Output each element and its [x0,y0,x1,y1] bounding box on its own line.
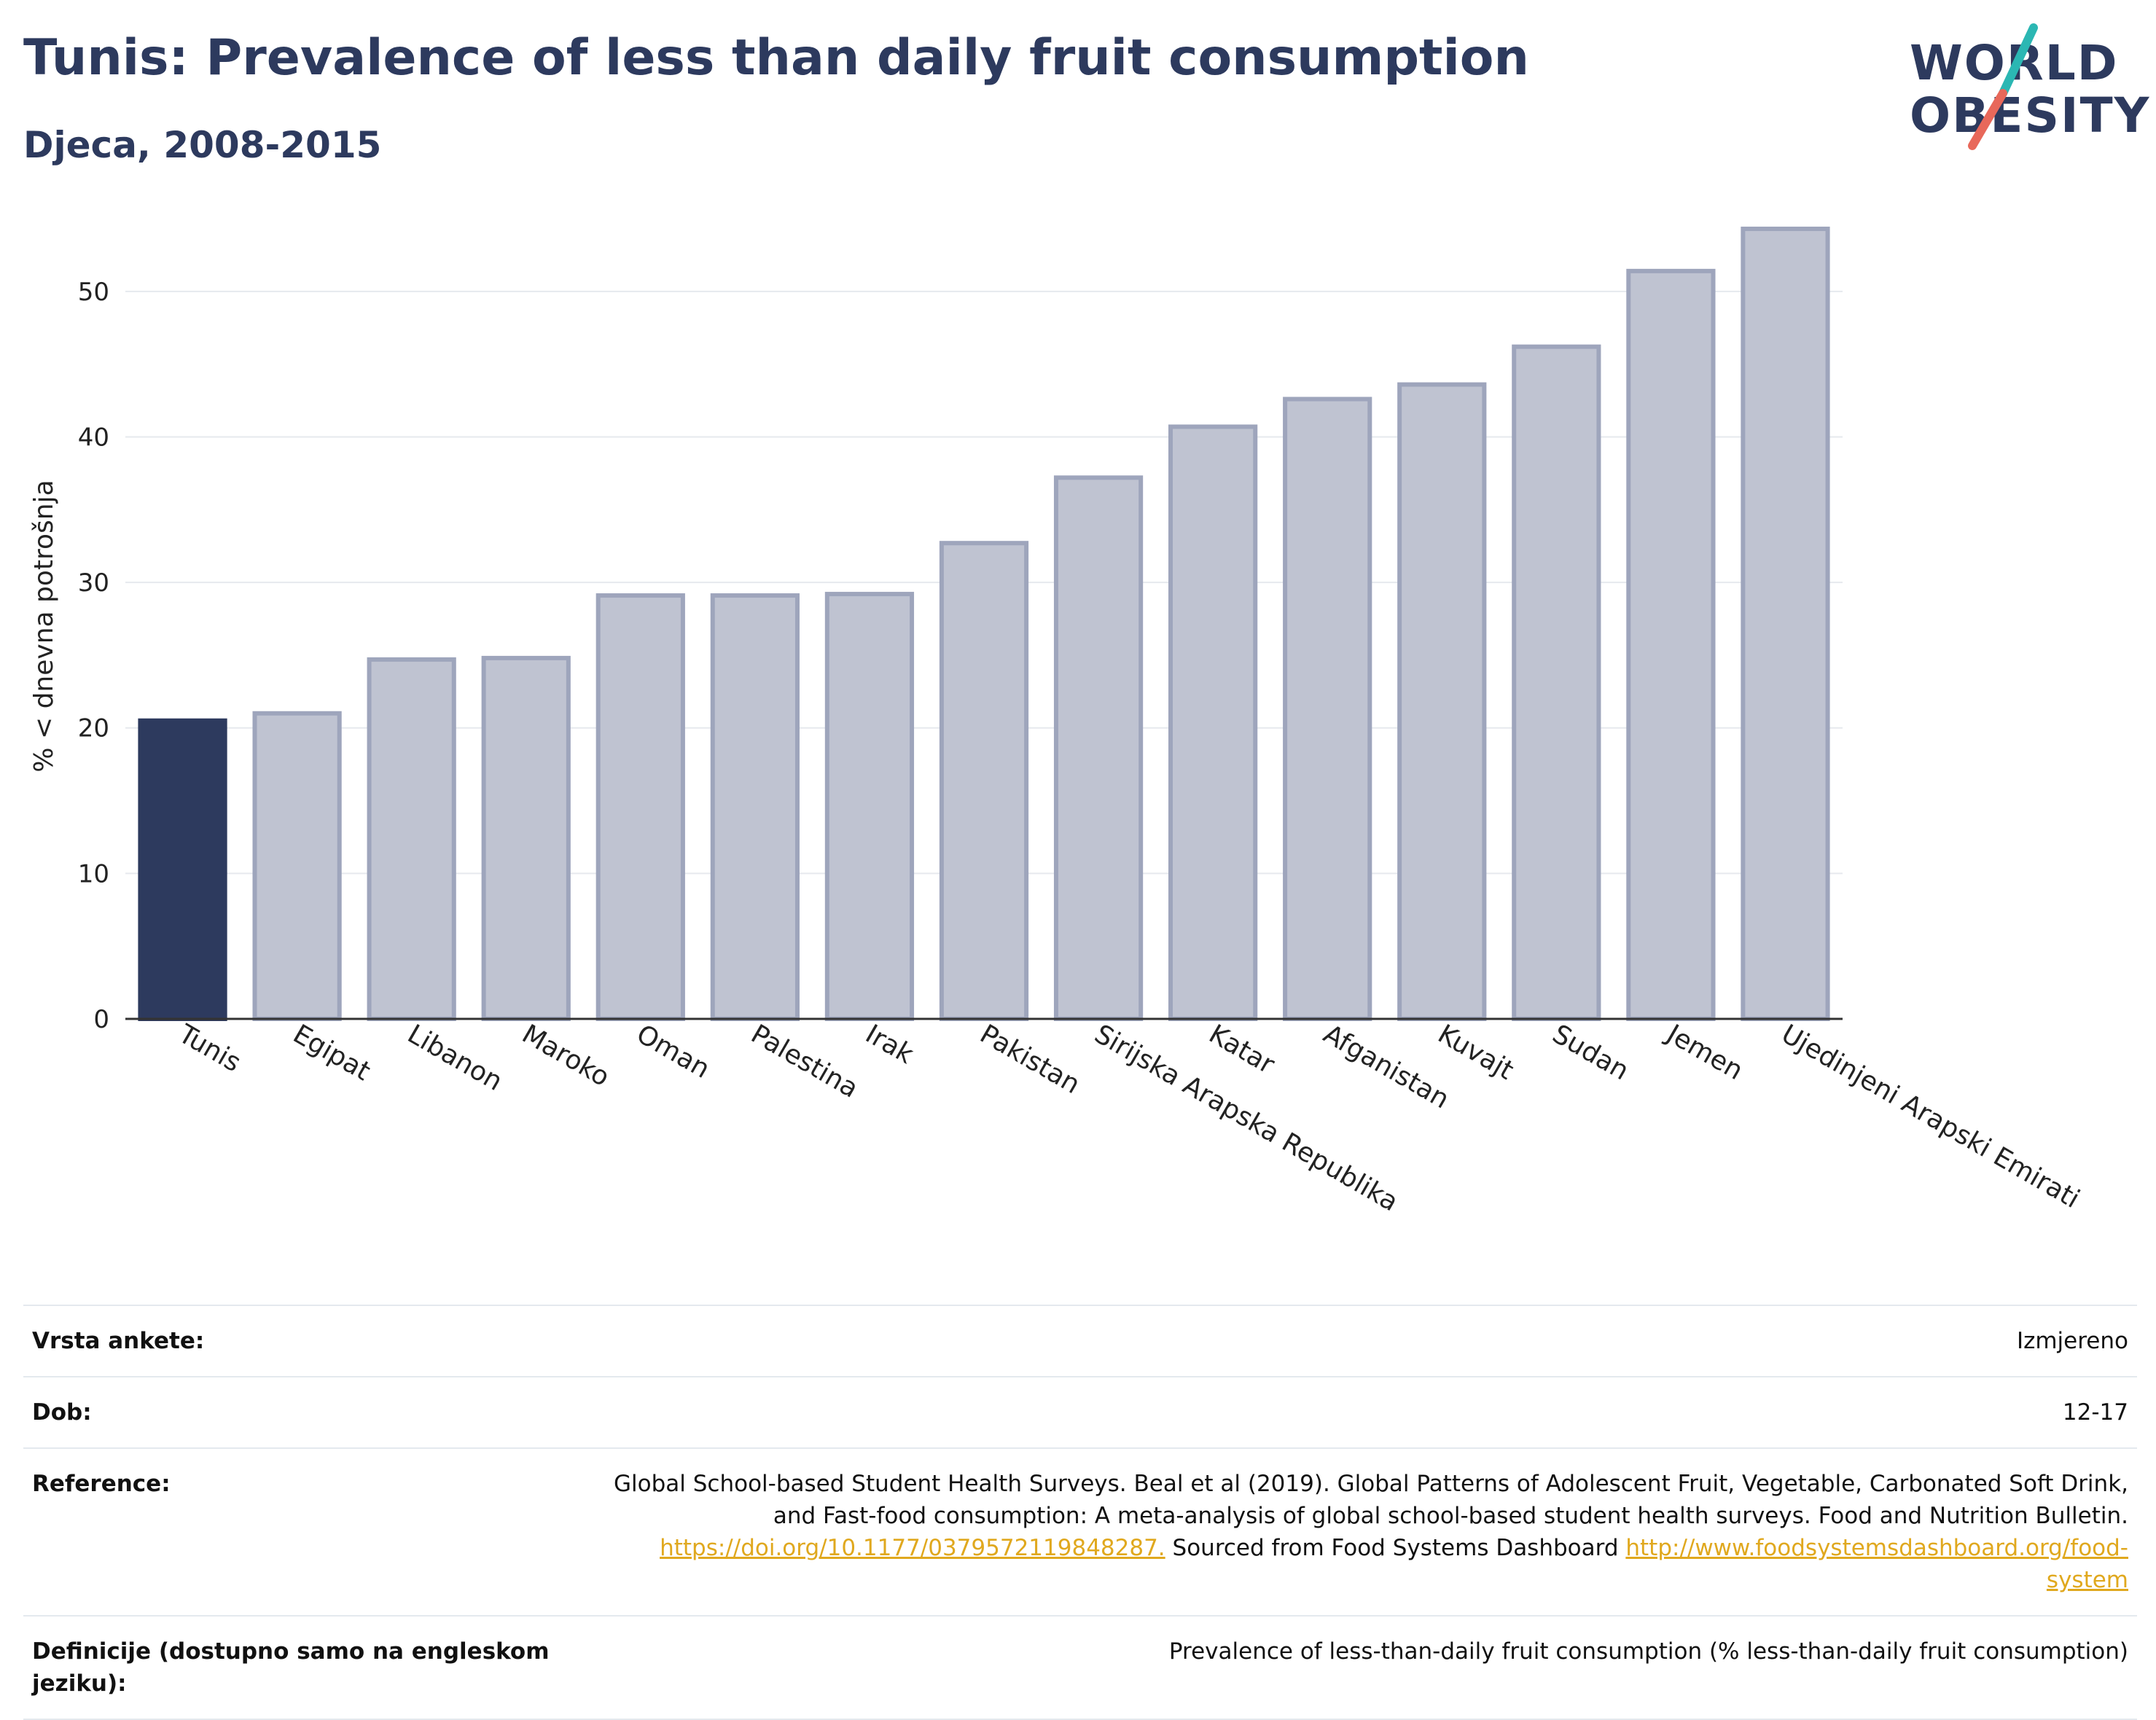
bar-pakistan [939,541,1029,1021]
bar-sirijska-arapska-republika [1053,475,1144,1021]
x-tick-label: Egipat [288,1019,375,1087]
bar-katar [1168,424,1258,1021]
world-obesity-logo: WORLD OBESITY [1895,22,2149,160]
x-tick-label: Palestina [746,1019,863,1104]
bar-afganistan [1283,396,1372,1021]
logo-slash-icon [1968,23,2038,150]
info-row: Vrsta ankete: Izmjereno [23,1305,2137,1376]
x-tick-label: Katar [1204,1019,1280,1080]
bar-maroko [481,655,571,1021]
y-tick-label: 10 [78,859,109,888]
bar-oman [595,593,685,1021]
bar-ujedinjeni-arapski-emirati [1741,226,1830,1022]
y-tick-label: 0 [93,1005,109,1034]
reference-link[interactable]: https://doi.org/10.1177/0379572119848287… [660,1535,1165,1561]
info-row: Definicije (dostupno samo na engleskom j… [23,1615,2137,1720]
x-tick-label: Tunis [173,1019,246,1078]
y-tick-label: 20 [78,714,109,743]
bar-egipat [252,711,342,1021]
bar-irak [824,592,915,1021]
bar-sudan [1512,344,1601,1021]
bar-palestina [710,593,800,1021]
bar-kuvajt [1397,382,1487,1021]
x-tick-label: Jemen [1660,1018,1748,1086]
x-tick-label: Sudan [1547,1019,1634,1086]
info-value: Prevalence of less-than-daily fruit cons… [1168,1638,2128,1665]
bar-jemen [1626,268,1716,1021]
x-tick-label: Afganistan [1319,1019,1454,1114]
x-tick-label: Oman [631,1019,714,1084]
info-label: Dob: [32,1399,92,1426]
info-value: Izmjereno [2016,1328,2128,1354]
y-tick-label: 30 [78,568,109,598]
x-tick-label: Irak [860,1019,918,1070]
info-row: Dob: 12-17 [23,1376,2137,1447]
info-table: Vrsta ankete: Izmjereno Dob: 12-17 Reference… [23,1305,2137,1720]
info-label: Definicije (dostupno samo na engleskom j… [32,1638,550,1697]
y-axis-label: % < dnevna potrošnja [29,480,59,772]
page-title: Tunis: Prevalence of less than daily fru… [23,29,1529,87]
info-value: 12-17 [2062,1399,2128,1426]
x-tick-label: Kuvajt [1433,1019,1519,1086]
page-subtitle: Djeca, 2008-2015 [23,124,382,166]
bar-chart: 0 10 20 30 40 50 % < dnevna potrošnja Tunis Egip… [29,226,2085,1217]
x-tick-label: Ujedinjeni Arapski Emirati [1776,1019,2085,1214]
logo-text-line2: OBESITY [1910,87,2151,144]
info-label: Vrsta ankete: [32,1328,205,1354]
info-row: Reference: Global School-based Student He… [23,1447,2137,1615]
y-tick-label: 50 [78,278,109,307]
info-label: Reference: [32,1471,171,1497]
y-tick-label: 40 [78,423,109,452]
x-tick-label: Pakistan [975,1019,1085,1100]
x-tick-label: Libanon [402,1019,507,1097]
reference-link[interactable]: http://www.foodsystemsdashboard.org/food… [1625,1535,2128,1593]
reference-text: Global School-based Student Health Surve… [614,1471,2128,1529]
bar-tunis [138,718,227,1022]
reference-text: Sourced from Food Systems Dashboard [1165,1535,1626,1561]
info-value: Global School-based Student Health Surve… [583,1468,2128,1596]
x-tick-label: Maroko [517,1019,614,1092]
bar-libanon [367,657,456,1021]
